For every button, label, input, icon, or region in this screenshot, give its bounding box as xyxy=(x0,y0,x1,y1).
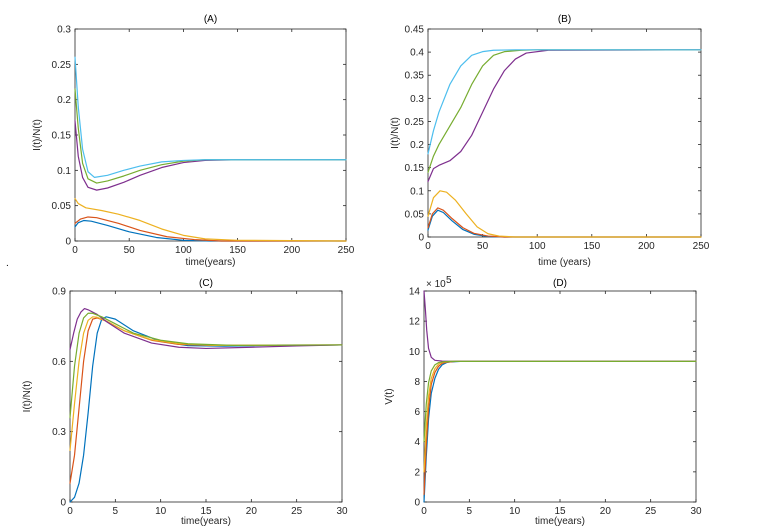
y-axis-label: I(t)/N(t) xyxy=(22,381,33,413)
x-tick-label: 15 xyxy=(554,506,566,517)
y-axis-label: I(t)/N(t) xyxy=(32,119,43,151)
y-tick-label: 0 xyxy=(65,237,71,248)
y-tick-label: 0.2 xyxy=(57,95,71,106)
y-tick-label: 8 xyxy=(414,377,420,388)
x-tick-label: 150 xyxy=(229,245,246,256)
y-tick-label: 0.25 xyxy=(52,60,72,71)
x-tick-label: 50 xyxy=(477,241,489,252)
x-tick-label: 250 xyxy=(693,241,710,252)
y-tick-label: 0.1 xyxy=(410,186,424,197)
x-tick-label: 10 xyxy=(155,506,167,517)
series-line-s3 xyxy=(74,198,347,242)
series-line-s2 xyxy=(74,216,347,242)
series-line-s3 xyxy=(69,316,343,452)
x-tick-label: 50 xyxy=(124,245,136,256)
y-tick-label: 0.05 xyxy=(405,209,425,220)
chart-title: (D) xyxy=(553,278,567,289)
series-line-s4 xyxy=(427,49,702,183)
chart-title: (B) xyxy=(558,14,571,25)
series-line-s1 xyxy=(74,219,347,242)
series-line-s2 xyxy=(427,207,702,238)
series-line-s4 xyxy=(69,307,343,351)
x-axis-label: time(years) xyxy=(181,516,231,527)
y-tick-label: 0.15 xyxy=(52,131,72,142)
y-tick-label: 0.45 xyxy=(405,25,425,36)
chart-title: (A) xyxy=(204,14,217,25)
x-tick-label: 30 xyxy=(690,506,702,517)
y-tick-label: 0.15 xyxy=(405,163,425,174)
x-tick-label: 0 xyxy=(425,241,431,252)
y-tick-label: 0.05 xyxy=(52,201,72,212)
y-tick-label: 0 xyxy=(414,498,420,509)
x-axis-label: time (years) xyxy=(538,257,591,268)
series-line-s5 xyxy=(423,360,697,443)
y-tick-label: 12 xyxy=(409,317,421,328)
y-tick-label: 0.1 xyxy=(57,166,71,177)
series-line-s5 xyxy=(69,312,343,419)
y-tick-label: 0.3 xyxy=(410,94,424,105)
chart-title: (C) xyxy=(199,278,213,289)
axes-box xyxy=(69,290,343,503)
panel-c: 0 5 10 15 20 25 30 0 0.3 0.6 0.9 (C) time(years) I(t)… xyxy=(22,278,348,527)
series-line-s6 xyxy=(74,56,347,178)
y-tick-label: 0 xyxy=(418,233,424,244)
y-tick-label: 0.6 xyxy=(52,357,66,368)
y-tick-label: 2 xyxy=(414,467,420,478)
y-tick-label: 0.3 xyxy=(52,427,66,438)
stray-dot-mark: . xyxy=(6,258,9,269)
panel-a: 0 50 100 150 200 250 0 0.05 0.1 0.15 0.2 0.25 0.3 (A)… xyxy=(32,14,355,268)
axes-box xyxy=(427,28,702,238)
x-tick-label: 250 xyxy=(338,245,355,256)
y-tick-label: 14 xyxy=(409,287,421,298)
y-axis-exponent-label: × 10 xyxy=(426,279,446,290)
y-tick-label: 6 xyxy=(414,407,420,418)
axes-box xyxy=(423,290,697,503)
x-tick-label: 100 xyxy=(175,245,192,256)
y-tick-label: 0.4 xyxy=(410,48,424,59)
series-line-s3 xyxy=(427,190,702,238)
y-tick-label: 0.2 xyxy=(410,140,424,151)
y-tick-label: 0.35 xyxy=(405,71,425,82)
x-axis-label: time(years) xyxy=(535,516,585,527)
series-line-s6 xyxy=(427,49,702,155)
y-axis-exponent-power: 5 xyxy=(446,275,452,286)
x-axis-label: time(years) xyxy=(185,257,235,268)
x-tick-label: 0 xyxy=(67,506,73,517)
panel-b: 0 50 100 150 200 250 0 0.05 0.1 0.15 0.2 0.25 0.3 0.3… xyxy=(390,14,710,268)
y-tick-label: 0 xyxy=(60,498,66,509)
y-axis-label: I(t)/N(t) xyxy=(390,117,401,149)
y-tick-label: 10 xyxy=(409,347,421,358)
x-tick-label: 25 xyxy=(645,506,657,517)
y-tick-label: 0.25 xyxy=(405,117,425,128)
x-tick-label: 0 xyxy=(72,245,78,256)
y-tick-label: 0.3 xyxy=(57,25,71,36)
y-tick-label: 0.9 xyxy=(52,287,66,298)
x-tick-label: 0 xyxy=(421,506,427,517)
y-tick-label: 4 xyxy=(414,437,420,448)
x-tick-label: 25 xyxy=(291,506,303,517)
x-tick-label: 10 xyxy=(509,506,521,517)
x-tick-label: 30 xyxy=(336,506,348,517)
panel-d: 0 5 10 15 20 25 30 0 2 4 6 8 10 12 14 (D) time(years) V(t… xyxy=(384,275,702,527)
x-tick-label: 5 xyxy=(113,506,119,517)
x-tick-label: 20 xyxy=(246,506,258,517)
x-tick-label: 15 xyxy=(200,506,212,517)
series-line-s4 xyxy=(74,120,347,191)
x-tick-label: 150 xyxy=(583,241,600,252)
x-tick-label: 100 xyxy=(529,241,546,252)
x-tick-label: 200 xyxy=(638,241,655,252)
y-axis-label: V(t) xyxy=(384,388,395,404)
x-tick-label: 200 xyxy=(283,245,300,256)
axes-box xyxy=(74,28,347,242)
x-tick-label: 20 xyxy=(600,506,612,517)
x-tick-label: 5 xyxy=(467,506,473,517)
